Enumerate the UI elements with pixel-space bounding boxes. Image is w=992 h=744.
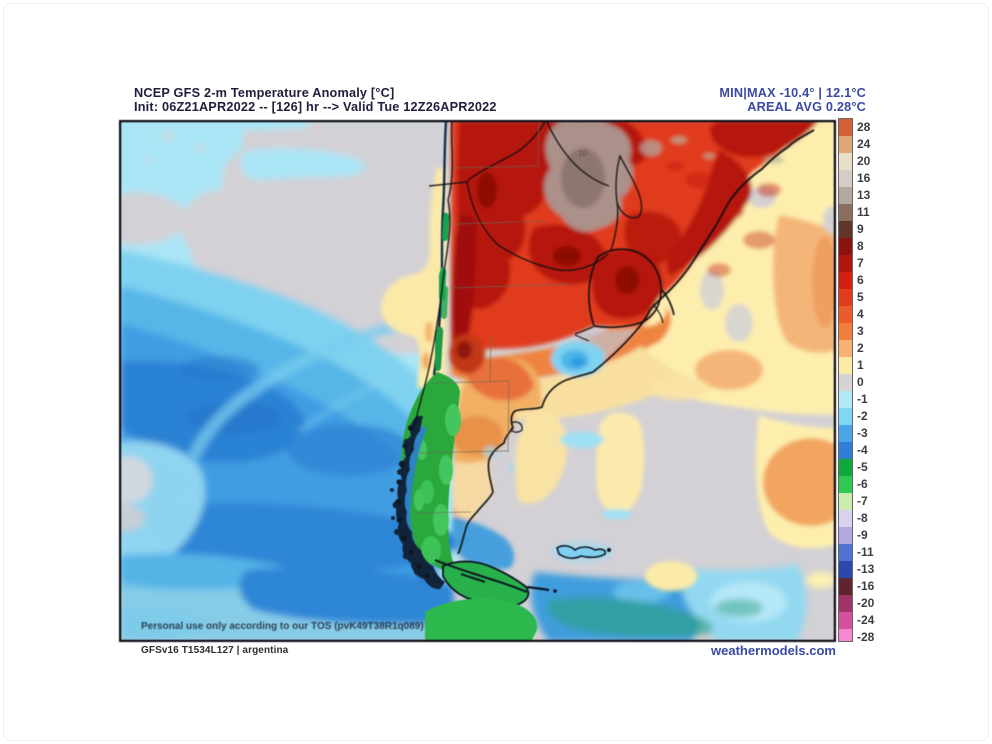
svg-text:Personal use only according to: Personal use only according to our TOS (… [141, 621, 424, 632]
svg-text:10: 10 [578, 149, 587, 158]
